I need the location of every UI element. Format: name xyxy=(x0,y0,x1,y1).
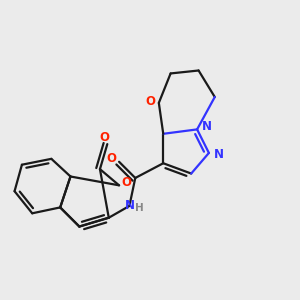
Text: O: O xyxy=(146,95,156,108)
Text: N: N xyxy=(202,120,212,133)
Text: N: N xyxy=(125,200,135,212)
Text: O: O xyxy=(107,152,117,165)
Text: N: N xyxy=(214,148,224,161)
Text: H: H xyxy=(135,203,144,213)
Text: O: O xyxy=(122,176,131,189)
Text: O: O xyxy=(99,131,110,144)
